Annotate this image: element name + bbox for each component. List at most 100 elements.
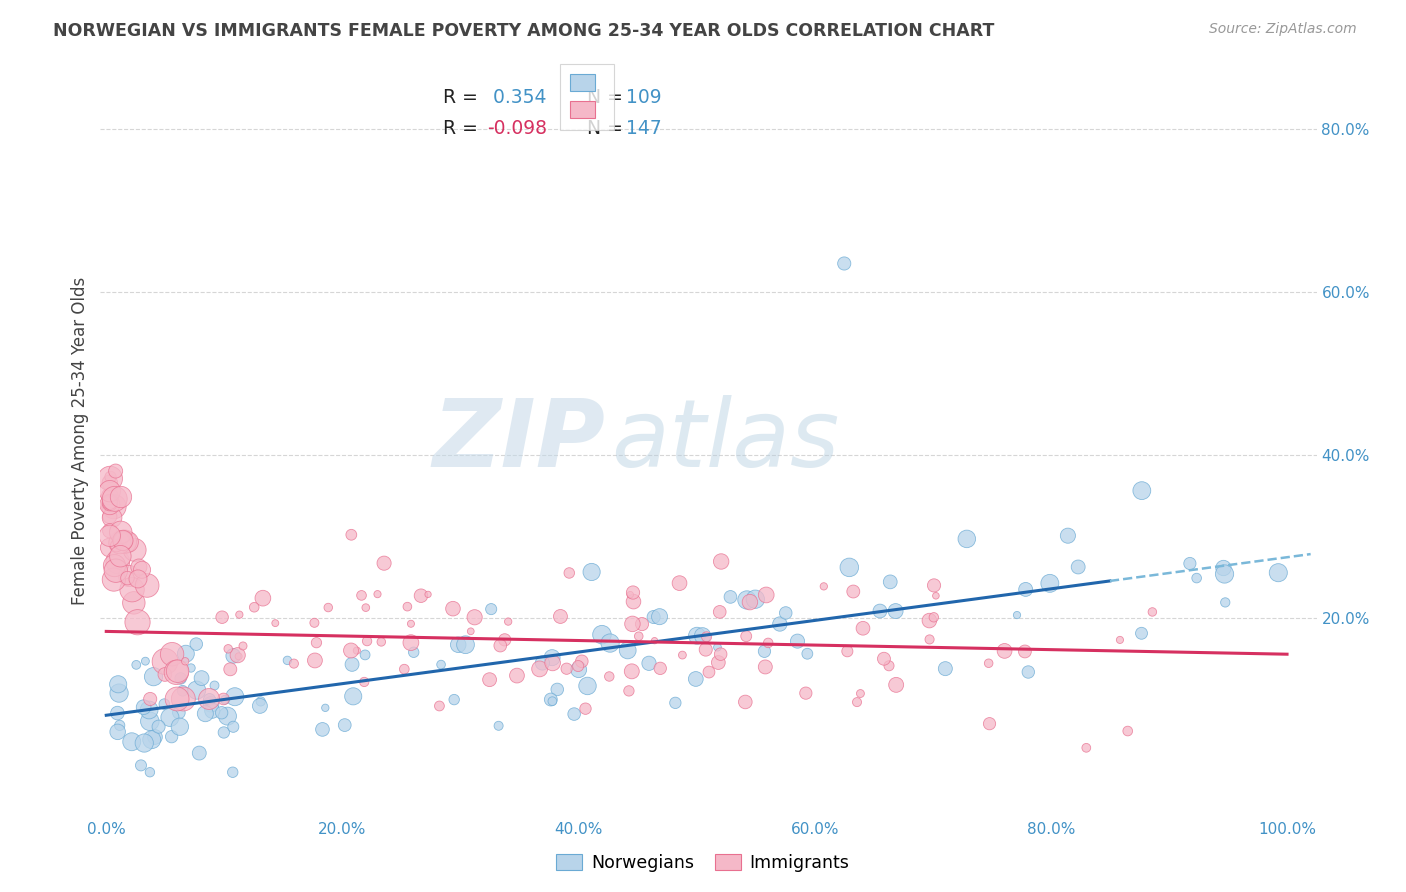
Point (567, 659, 589, 673)
Point (744, 592, 766, 607)
Point (478, 673, 501, 687)
Point (454, 638, 477, 652)
Point (686, 629, 709, 643)
Point (1014, 644, 1036, 658)
Point (134, 654, 156, 668)
Point (668, 576, 690, 591)
Point (342, 690, 364, 704)
Point (159, 710, 181, 724)
Point (1185, 571, 1208, 585)
Point (139, 765, 162, 780)
Point (153, 697, 176, 711)
Point (558, 566, 581, 580)
Point (174, 654, 197, 668)
Point (979, 716, 1001, 731)
Point (488, 719, 510, 733)
Point (103, 573, 125, 587)
Point (541, 650, 564, 665)
Point (429, 698, 451, 713)
Point (188, 746, 211, 760)
Point (249, 694, 271, 708)
Point (104, 464, 127, 478)
Point (993, 644, 1015, 658)
Point (316, 600, 339, 615)
Point (131, 563, 153, 577)
Point (643, 610, 665, 624)
Point (228, 649, 250, 664)
Point (222, 765, 245, 780)
Point (710, 554, 733, 568)
Point (211, 610, 233, 624)
Point (837, 644, 859, 658)
Point (108, 535, 131, 549)
Point (110, 490, 132, 504)
Point (98, 498, 121, 512)
Point (333, 718, 356, 732)
Point (754, 644, 776, 658)
Point (222, 648, 245, 663)
Point (568, 663, 591, 677)
Point (373, 556, 395, 570)
Point (918, 632, 941, 647)
Point (112, 533, 135, 548)
Point (1130, 626, 1153, 640)
Point (638, 657, 661, 671)
Point (849, 686, 872, 700)
Point (775, 606, 797, 620)
Point (107, 555, 129, 569)
Point (114, 534, 136, 549)
Point (447, 638, 470, 652)
Point (884, 678, 907, 692)
Point (574, 701, 596, 715)
Point (664, 696, 686, 710)
Point (1213, 566, 1236, 581)
Point (224, 690, 246, 704)
Point (98, 524, 121, 538)
Point (370, 635, 392, 649)
Point (842, 584, 865, 599)
Point (735, 629, 758, 643)
Point (314, 701, 336, 715)
Point (353, 675, 375, 690)
Point (756, 636, 779, 650)
Point (644, 633, 666, 648)
Point (105, 539, 128, 553)
Point (354, 600, 377, 615)
Point (180, 661, 202, 675)
Text: 0.354: 0.354 (486, 88, 547, 107)
Point (98, 484, 121, 499)
Point (305, 635, 328, 649)
Point (399, 616, 422, 631)
Point (172, 683, 194, 698)
Point (243, 600, 266, 615)
Point (1039, 576, 1062, 591)
Point (796, 647, 818, 661)
Point (304, 615, 326, 630)
Point (1178, 557, 1201, 571)
Point (873, 652, 896, 666)
Point (166, 664, 188, 678)
Point (194, 706, 217, 721)
Text: 147: 147 (626, 119, 661, 137)
Point (1130, 483, 1153, 498)
Text: NORWEGIAN VS IMMIGRANTS FEMALE POVERTY AMONG 25-34 YEAR OLDS CORRELATION CHART: NORWEGIAN VS IMMIGRANTS FEMALE POVERTY A… (53, 22, 995, 40)
Point (142, 670, 165, 684)
Point (219, 662, 242, 676)
Point (460, 624, 482, 639)
Point (169, 720, 191, 734)
Point (754, 660, 776, 674)
Point (1267, 566, 1289, 580)
Point (107, 706, 129, 720)
Point (340, 528, 363, 542)
Point (232, 639, 254, 653)
Point (555, 662, 578, 676)
Point (685, 672, 707, 686)
Point (541, 656, 564, 670)
Point (869, 604, 891, 618)
Point (879, 574, 901, 589)
Point (129, 758, 152, 772)
Point (143, 730, 166, 744)
Point (139, 692, 162, 706)
Point (98, 472, 121, 486)
Point (170, 672, 193, 686)
